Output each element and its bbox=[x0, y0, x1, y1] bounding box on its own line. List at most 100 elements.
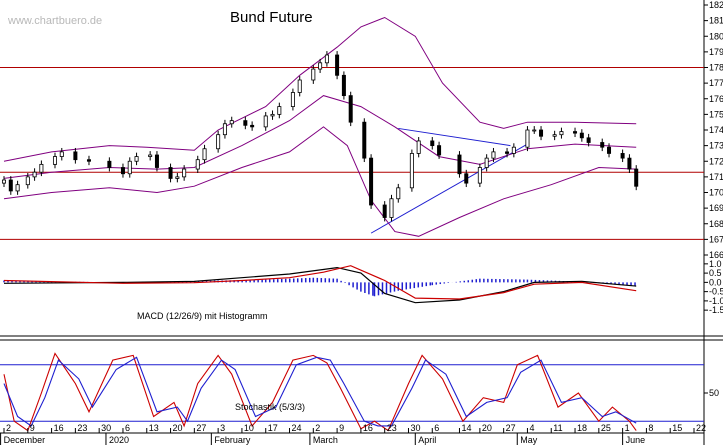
macd-y-tick-label: 1.0 bbox=[709, 259, 722, 269]
candle-body bbox=[416, 140, 421, 154]
candle-body bbox=[430, 140, 435, 147]
stochastic-label: Stochastik (5/3/3) bbox=[235, 402, 305, 412]
candle-body bbox=[311, 68, 316, 81]
candle-body bbox=[32, 171, 37, 178]
x-tick-label: 9 bbox=[30, 423, 35, 433]
candle-body bbox=[607, 146, 612, 154]
macd-y-tick-label: -0.5 bbox=[709, 287, 723, 297]
candle-body bbox=[277, 106, 282, 115]
price-y-axis: 182 181 180 179 178 177 176 175 174 173 172 171 170 1… bbox=[704, 0, 723, 260]
candle-body bbox=[348, 95, 353, 123]
price-y-tick-label: 178 bbox=[709, 63, 723, 73]
x-tick-label: 4 bbox=[529, 423, 534, 433]
candle-body bbox=[525, 129, 530, 148]
price-y-tick-label: 170 bbox=[709, 188, 723, 198]
x-tick-label: 16 bbox=[363, 423, 373, 433]
x-axis: 2 9 16 23 30 6 13 20 27 3 10 17 24 2 9 16 23 30 6 14 20 27 4 11… bbox=[0, 423, 706, 445]
price-y-tick-label: 173 bbox=[709, 141, 723, 151]
candle-body bbox=[120, 167, 125, 175]
candle-body bbox=[134, 156, 139, 162]
candle-body bbox=[148, 154, 153, 157]
candle-body bbox=[59, 151, 64, 157]
trend-line bbox=[398, 127, 511, 147]
x-tick-label: 23 bbox=[77, 423, 87, 433]
candle-body bbox=[464, 173, 469, 184]
x-tick-label: 18 bbox=[577, 423, 587, 433]
stochastic-y-axis: 50 bbox=[704, 388, 719, 398]
candle-body bbox=[539, 129, 544, 137]
candle-body bbox=[477, 167, 482, 184]
candle-body bbox=[335, 54, 340, 76]
candle-body bbox=[586, 137, 591, 143]
candle-body bbox=[270, 113, 275, 117]
candle-body bbox=[324, 54, 329, 64]
candle-body bbox=[39, 163, 44, 173]
candle-body bbox=[627, 157, 632, 170]
candle-body bbox=[620, 153, 625, 159]
chart-title: Bund Future bbox=[230, 9, 313, 26]
x-tick-label: 27 bbox=[506, 423, 516, 433]
candle-body bbox=[222, 123, 227, 136]
x-tick-label: 1 bbox=[625, 423, 630, 433]
candle-body bbox=[168, 167, 173, 179]
candle-body bbox=[154, 154, 159, 168]
x-tick-label: 9 bbox=[339, 423, 344, 433]
candle-body bbox=[457, 154, 462, 175]
x-tick-label: 6 bbox=[125, 423, 130, 433]
stochastic-series bbox=[0, 352, 704, 432]
month-label: March bbox=[313, 435, 338, 445]
candle-body bbox=[250, 124, 255, 128]
price-y-tick-label: 171 bbox=[709, 172, 723, 182]
price-y-tick-label: 179 bbox=[709, 47, 723, 57]
candle-body bbox=[73, 151, 78, 161]
trend-line bbox=[370, 143, 528, 234]
candle-body bbox=[195, 159, 200, 170]
candle-body bbox=[8, 179, 13, 192]
candle-body bbox=[25, 176, 30, 186]
price-y-tick-label: 168 bbox=[709, 219, 723, 229]
candle-body bbox=[318, 62, 323, 70]
month-label: May bbox=[520, 435, 538, 445]
x-tick-label: 2 bbox=[315, 423, 320, 433]
candle-body bbox=[396, 187, 401, 200]
stoch-y-tick-label: 50 bbox=[709, 388, 719, 398]
month-label: June bbox=[626, 435, 646, 445]
candle-body bbox=[86, 159, 91, 162]
x-tick-label: 10 bbox=[244, 423, 254, 433]
candle-body bbox=[341, 74, 346, 97]
x-tick-label: 11 bbox=[553, 423, 562, 433]
candle-body bbox=[600, 142, 605, 148]
candle-body bbox=[52, 156, 57, 165]
x-tick-label: 20 bbox=[482, 423, 492, 433]
price-y-tick-label: 181 bbox=[709, 16, 723, 26]
candle-body bbox=[290, 92, 295, 107]
candle-body bbox=[573, 131, 578, 134]
x-tick-label: 22 bbox=[696, 423, 706, 433]
candle-body bbox=[175, 176, 180, 179]
bollinger-upper-band bbox=[3, 16, 637, 162]
bollinger-lower-band bbox=[3, 126, 637, 237]
candle-body bbox=[511, 146, 516, 154]
candle-body bbox=[382, 204, 387, 218]
candle-body bbox=[634, 168, 639, 187]
candle-body bbox=[107, 160, 112, 168]
candle-body bbox=[2, 179, 7, 184]
month-label: February bbox=[214, 435, 251, 445]
x-tick-label: 13 bbox=[149, 423, 159, 433]
candle-body bbox=[559, 131, 564, 136]
x-tick-label: 23 bbox=[387, 423, 397, 433]
price-y-tick-label: 169 bbox=[709, 203, 723, 213]
candle-body bbox=[229, 120, 234, 125]
macd-label: MACD (12/26/9) mit Histogramm bbox=[137, 311, 268, 321]
x-tick-label: 16 bbox=[54, 423, 64, 433]
candle-body bbox=[484, 157, 489, 168]
candle-body bbox=[552, 134, 557, 137]
x-tick-label: 14 bbox=[461, 423, 471, 433]
price-y-tick-label: 177 bbox=[709, 78, 723, 88]
macd-signal-line bbox=[3, 265, 637, 300]
price-y-tick-label: 176 bbox=[709, 94, 723, 104]
candle-body bbox=[263, 115, 268, 128]
x-tick-label: 15 bbox=[672, 423, 682, 433]
